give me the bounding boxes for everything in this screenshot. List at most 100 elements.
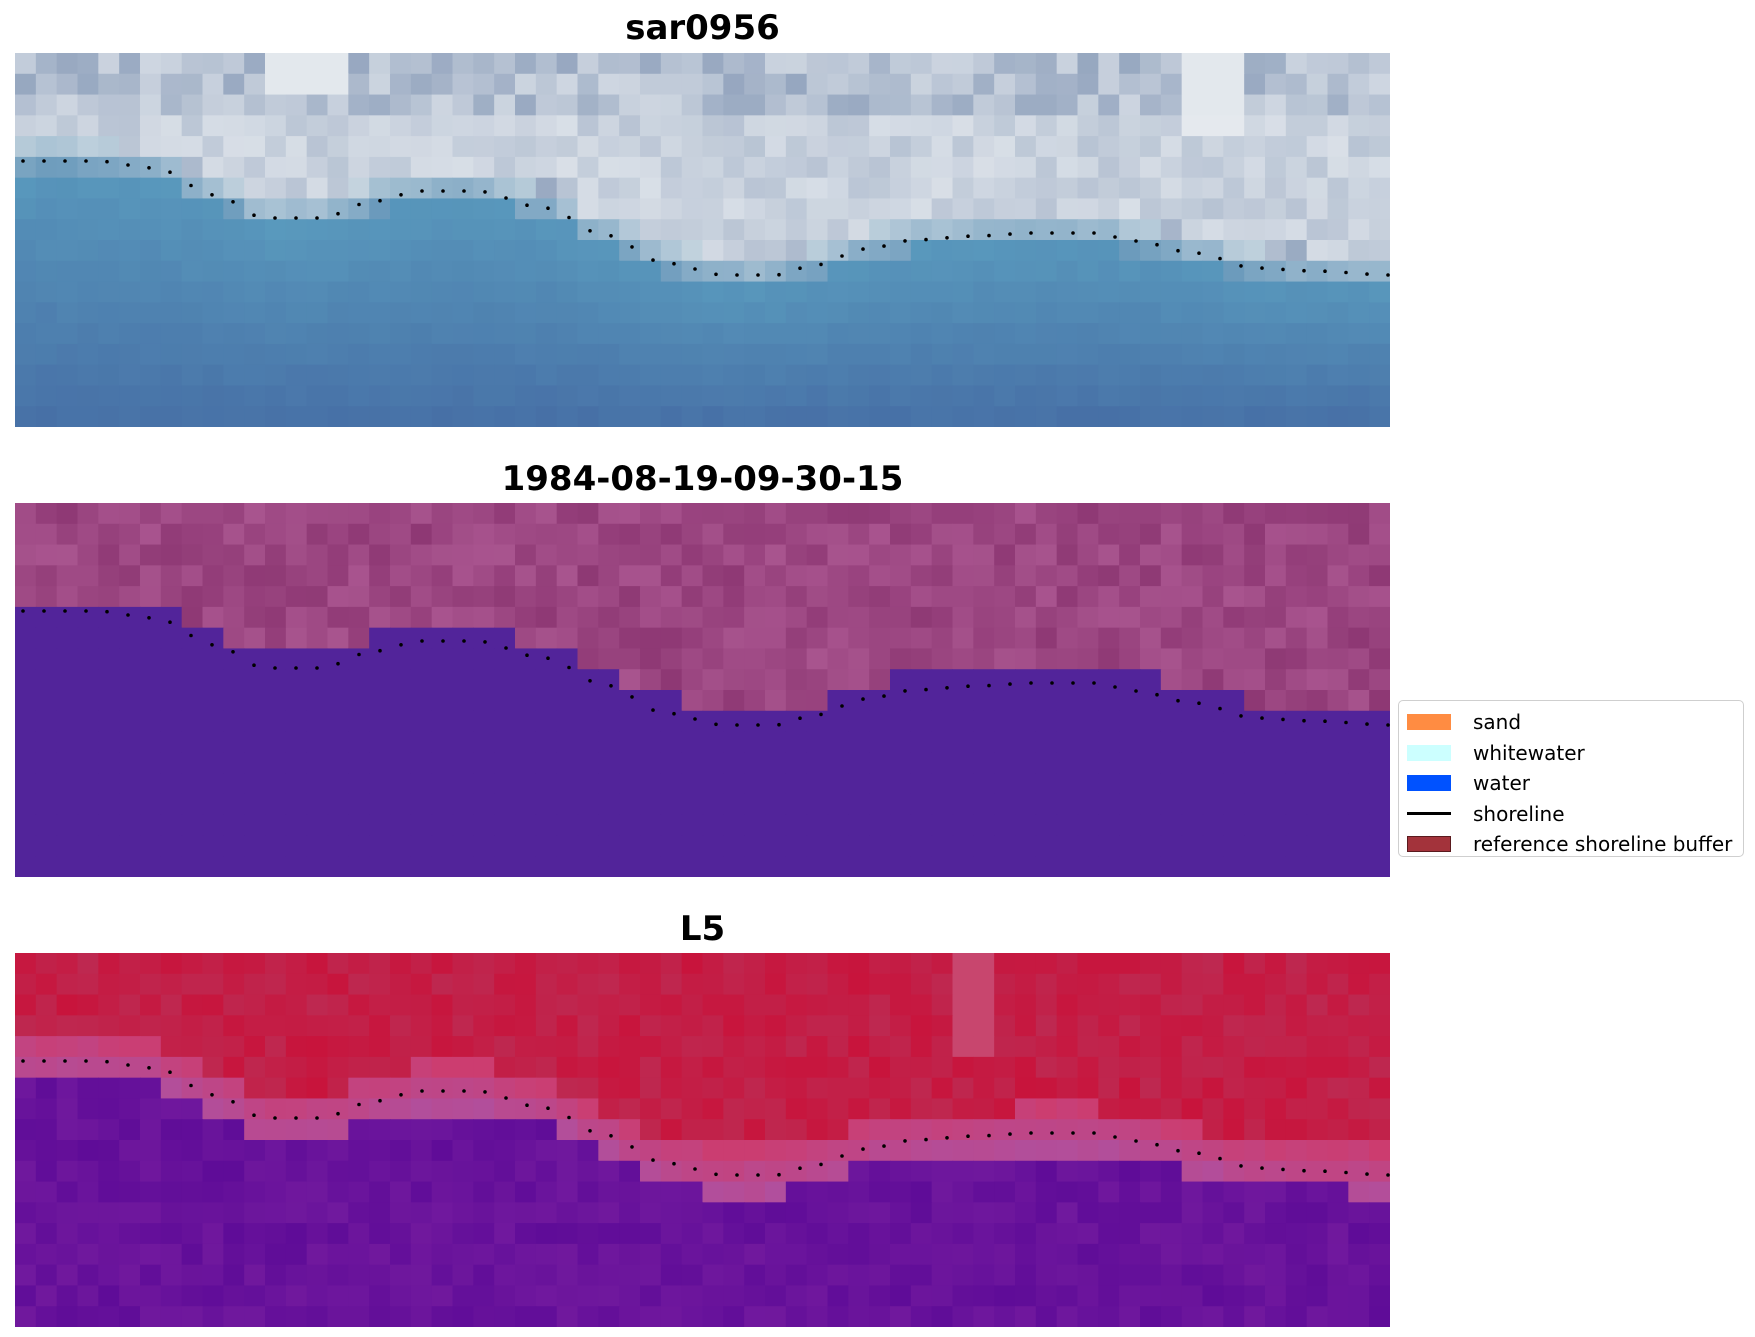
raster-pixel — [660, 53, 683, 75]
raster-pixel — [327, 544, 349, 566]
raster-pixel — [869, 1098, 891, 1120]
raster-pixel — [181, 565, 204, 587]
raster-pixel — [1035, 156, 1058, 179]
raster-pixel — [1119, 53, 1141, 75]
raster-pixel — [1348, 1140, 1370, 1162]
raster-pixel — [785, 565, 808, 587]
raster-pixel — [1160, 281, 1183, 303]
raster-pixel — [56, 1056, 79, 1079]
raster-pixel — [119, 177, 141, 200]
raster-pixel — [890, 302, 912, 324]
raster-pixel — [806, 565, 829, 587]
raster-pixel — [806, 690, 829, 712]
raster-pixel — [431, 406, 454, 427]
raster-pixel — [265, 793, 287, 816]
shoreline-point — [21, 1059, 25, 1063]
raster-pixel — [1035, 385, 1058, 407]
raster-pixel — [1244, 856, 1266, 877]
raster-pixel — [744, 302, 766, 324]
raster-pixel — [1327, 1036, 1349, 1058]
raster-pixel — [181, 814, 204, 837]
raster-pixel — [452, 586, 474, 608]
raster-pixel — [765, 281, 787, 303]
raster-pixel — [140, 1181, 162, 1203]
raster-pixel — [1306, 343, 1329, 366]
raster-pixel — [785, 1181, 808, 1203]
shoreline-point — [966, 234, 970, 238]
raster-pixel — [765, 503, 787, 525]
raster-pixel — [973, 198, 995, 220]
raster-pixel — [390, 544, 412, 566]
raster-pixel — [119, 323, 141, 345]
raster-pixel — [1035, 710, 1058, 733]
raster-pixel — [1306, 115, 1329, 137]
raster-pixel — [1077, 385, 1099, 407]
raster-pixel — [1327, 364, 1349, 387]
raster-pixel — [1348, 94, 1370, 116]
raster-pixel — [681, 364, 704, 387]
raster-pixel — [1327, 752, 1349, 774]
raster-pixel — [765, 53, 787, 75]
raster-pixel — [98, 177, 120, 200]
raster-pixel — [1223, 364, 1245, 387]
raster-pixel — [1077, 1243, 1099, 1266]
raster-pixel — [327, 731, 349, 753]
raster-pixel — [56, 627, 79, 650]
raster-pixel — [327, 1036, 349, 1058]
raster-pixel — [77, 1140, 99, 1162]
raster-pixel — [1160, 364, 1183, 387]
raster-pixel — [785, 835, 808, 857]
raster-pixel — [535, 385, 558, 407]
raster-pixel — [1244, 1140, 1266, 1162]
raster-pixel — [244, 343, 266, 366]
raster-pixel — [494, 544, 516, 566]
raster-pixel — [1285, 177, 1308, 200]
raster-pixel — [1181, 53, 1204, 75]
shoreline-point — [945, 686, 949, 690]
raster-pixel — [285, 302, 308, 324]
raster-pixel — [306, 364, 329, 387]
raster-pixel — [202, 606, 224, 629]
raster-pixel — [348, 1264, 370, 1287]
raster-pixel — [473, 856, 495, 877]
raster-pixel — [1140, 1243, 1162, 1266]
raster-pixel — [1223, 627, 1245, 650]
raster-pixel — [1119, 773, 1141, 795]
raster-pixel — [931, 1077, 954, 1100]
raster-pixel — [56, 1036, 79, 1058]
raster-pixel — [723, 710, 745, 733]
raster-pixel — [1202, 343, 1224, 366]
raster-pixel — [77, 710, 99, 733]
raster-pixel — [994, 1056, 1016, 1079]
raster-pixel — [140, 281, 162, 303]
raster-pixel — [452, 385, 474, 407]
raster-pixel — [202, 648, 224, 670]
raster-pixel — [952, 1160, 974, 1183]
raster-pixel — [890, 1223, 912, 1245]
raster-pixel — [306, 503, 329, 525]
raster-pixel — [223, 1015, 245, 1037]
raster-pixel — [890, 856, 912, 877]
raster-pixel — [1077, 627, 1099, 650]
raster-pixel — [952, 53, 974, 75]
raster-pixel — [390, 565, 412, 587]
raster-pixel — [1327, 1223, 1349, 1245]
raster-pixel — [1202, 1181, 1224, 1203]
raster-pixel — [119, 773, 141, 795]
raster-pixel — [98, 710, 120, 733]
raster-pixel — [494, 281, 516, 303]
raster-pixel — [890, 323, 912, 345]
raster-pixel — [15, 240, 37, 262]
raster-pixel — [681, 115, 704, 137]
raster-pixel — [202, 240, 224, 262]
raster-pixel — [1160, 1140, 1183, 1162]
raster-pixel — [202, 669, 224, 691]
raster-pixel — [1369, 1015, 1390, 1037]
raster-pixel — [931, 1243, 954, 1266]
raster-pixel — [640, 1243, 662, 1266]
raster-pixel — [890, 1202, 912, 1224]
raster-pixel — [640, 1223, 662, 1245]
raster-pixel — [1077, 219, 1099, 241]
raster-pixel — [1181, 1181, 1204, 1203]
raster-pixel — [410, 1223, 433, 1245]
